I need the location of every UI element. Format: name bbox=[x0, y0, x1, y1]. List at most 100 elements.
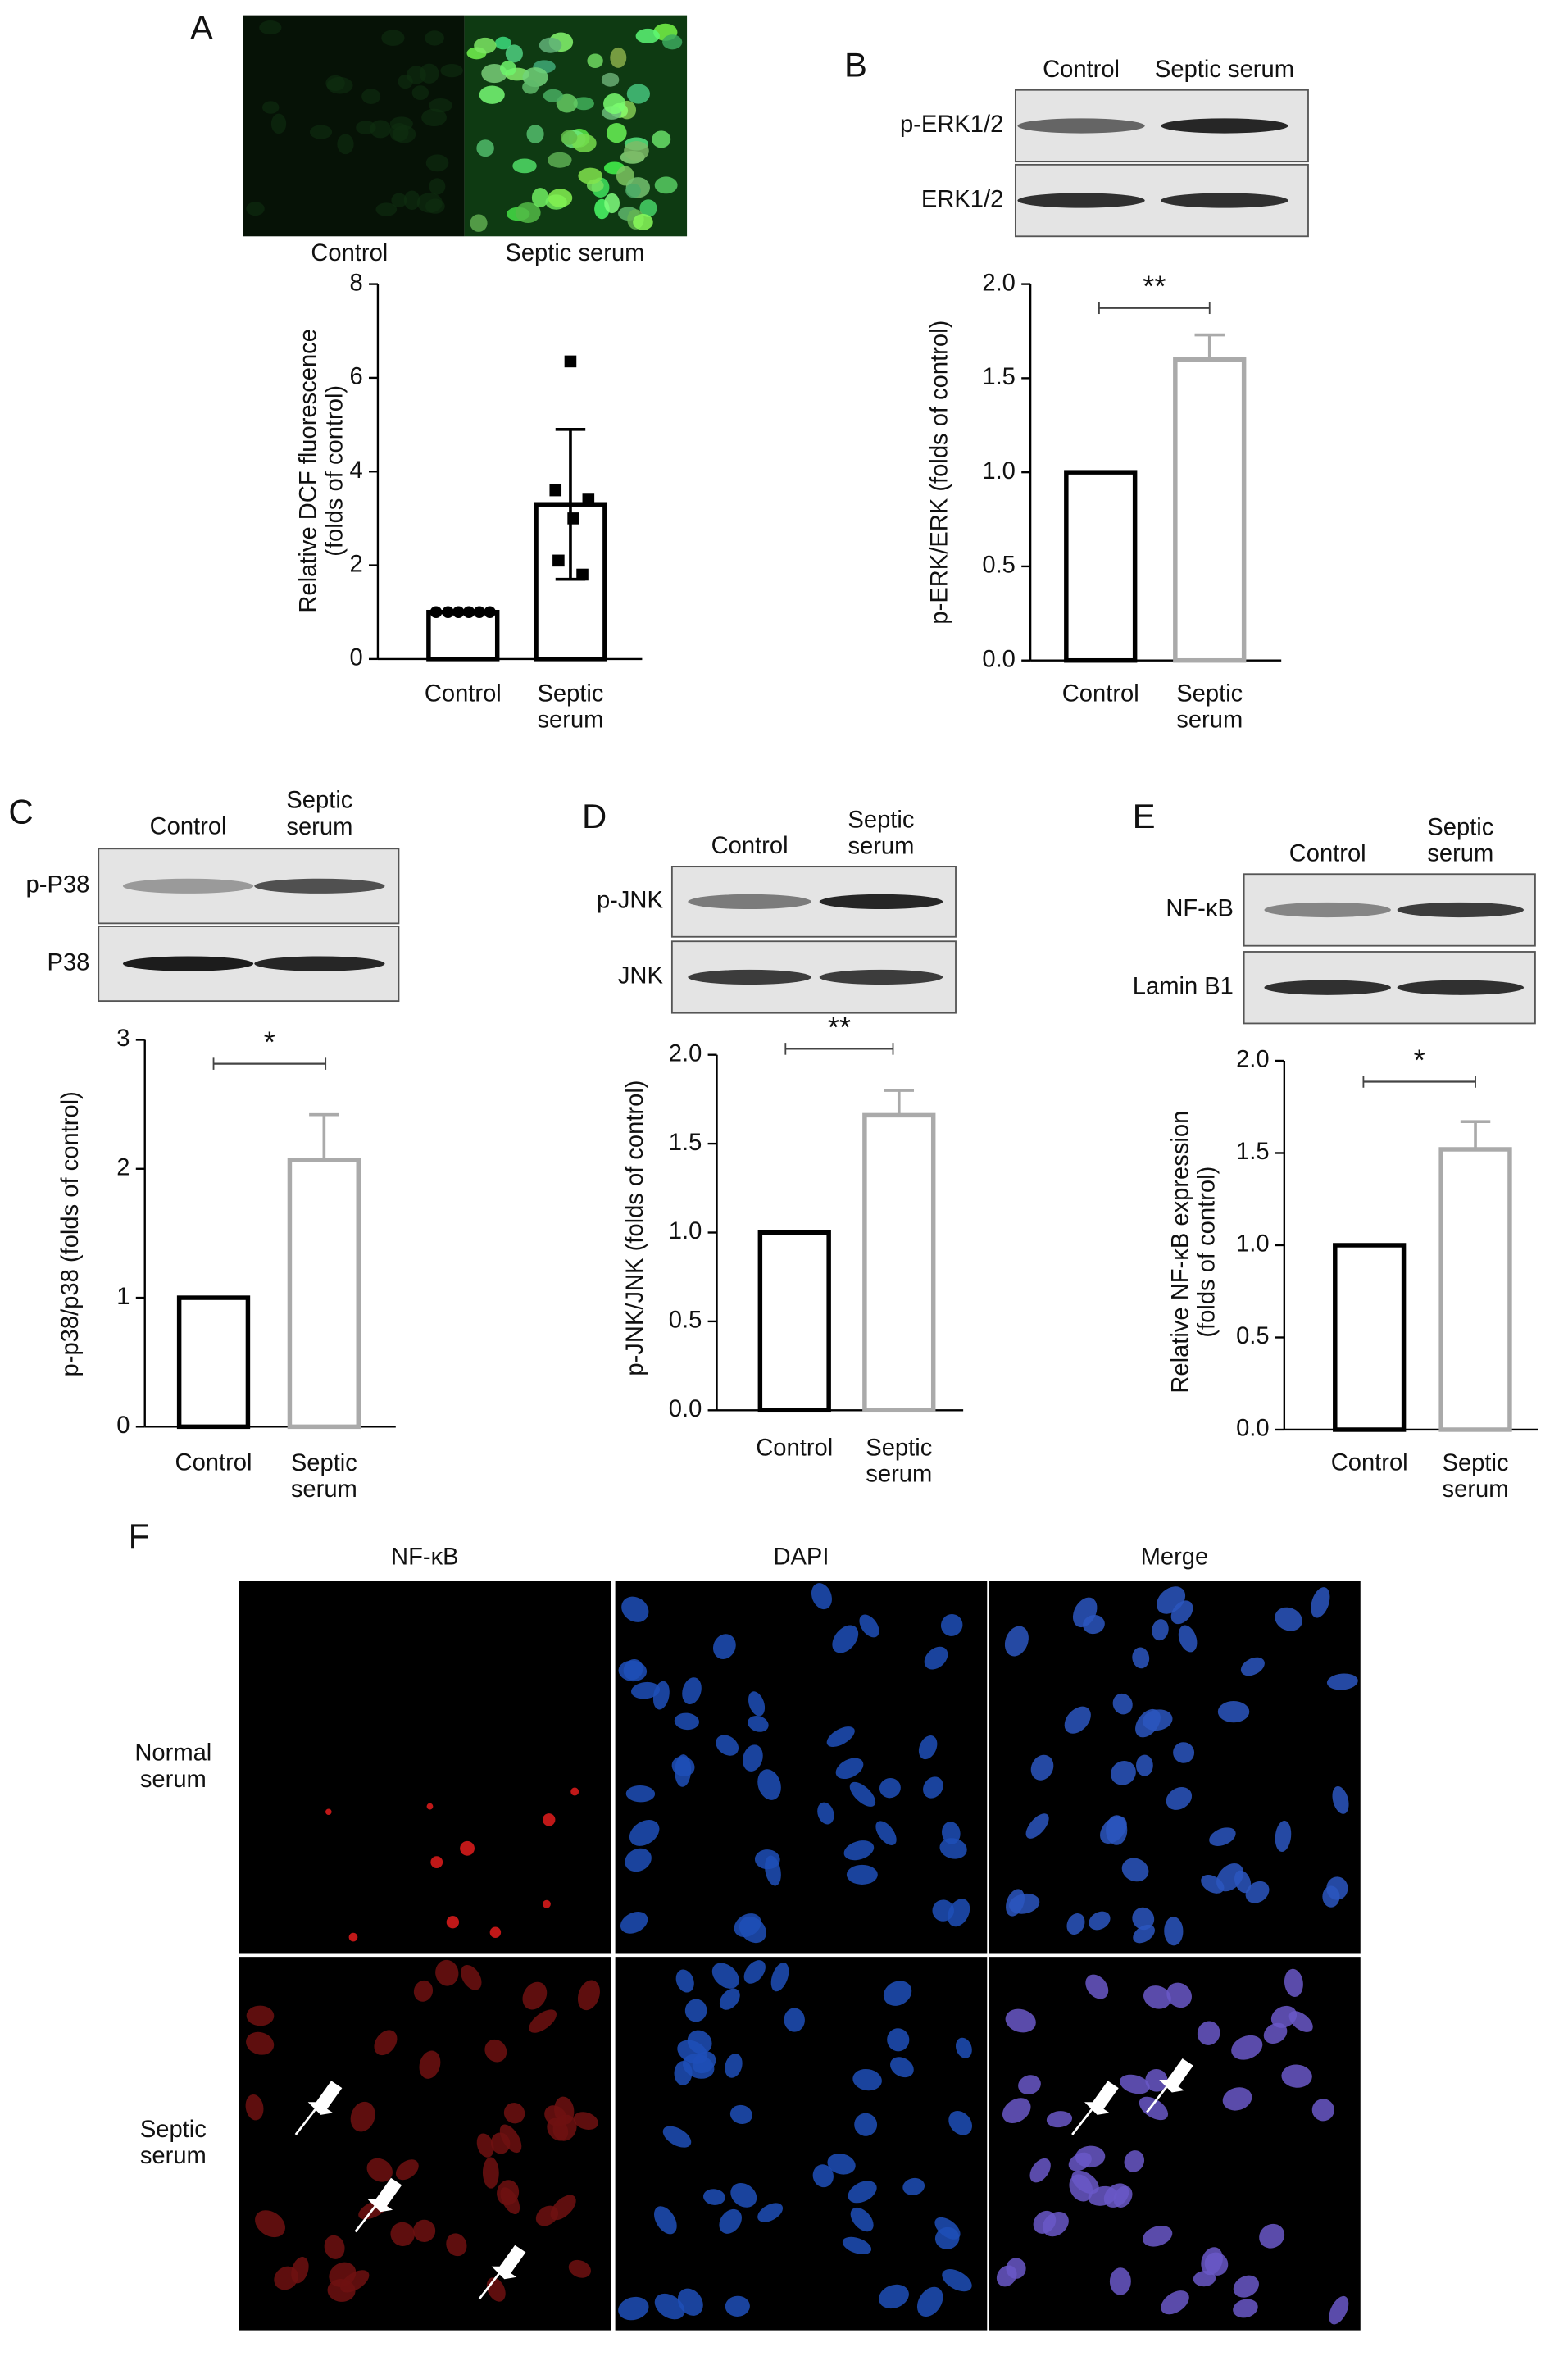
arrow bbox=[478, 2245, 526, 2300]
cell bbox=[548, 152, 572, 168]
nucleus bbox=[1193, 2271, 1216, 2287]
nucleus bbox=[996, 2265, 1017, 2287]
nucleus bbox=[743, 1960, 766, 1984]
nucleus bbox=[1029, 2158, 1051, 2183]
nucleus bbox=[522, 1981, 548, 2010]
y-tick-label: 0 bbox=[350, 645, 363, 671]
nucleus bbox=[350, 2101, 375, 2132]
cell bbox=[246, 202, 265, 216]
cell bbox=[361, 89, 381, 104]
cell bbox=[270, 113, 287, 134]
y-tick-label: 8 bbox=[350, 270, 363, 296]
y-tick-label: 1.0 bbox=[1236, 1231, 1270, 1258]
blot-column-label: Control bbox=[711, 833, 789, 859]
nucleus bbox=[499, 2124, 522, 2154]
nucleus bbox=[547, 2117, 569, 2141]
nucleus bbox=[1161, 2290, 1189, 2315]
x-tick-label: Septic serum bbox=[537, 680, 603, 733]
nucleus bbox=[1217, 1701, 1250, 1723]
nucleus bbox=[620, 1912, 648, 1934]
x-tick-label: Control bbox=[425, 680, 502, 707]
blot-band bbox=[688, 894, 811, 910]
nucleus bbox=[621, 1596, 649, 1622]
y-tick-label: 2.0 bbox=[669, 1040, 702, 1067]
nucleus bbox=[730, 2183, 757, 2208]
nucleus bbox=[1329, 2295, 1349, 2325]
nucleus bbox=[435, 1959, 459, 1986]
cell bbox=[578, 167, 603, 184]
nucleus bbox=[879, 1777, 901, 1799]
bar bbox=[757, 1230, 831, 1413]
nucleus bbox=[748, 1715, 769, 1732]
cell bbox=[411, 85, 429, 101]
nucleus bbox=[529, 2009, 557, 2033]
nucleus bbox=[1259, 2223, 1285, 2249]
nucleus bbox=[916, 2286, 943, 2317]
y-tick-label: 2 bbox=[116, 1154, 130, 1180]
cell bbox=[309, 125, 333, 139]
y-axis-label: Relative DCF fluorescence(folds of contr… bbox=[295, 329, 348, 613]
micrograph bbox=[464, 15, 688, 237]
nucleus bbox=[419, 2050, 441, 2079]
nucleus bbox=[625, 1848, 652, 1872]
nucleus bbox=[883, 1981, 912, 2006]
nucleus bbox=[842, 2236, 872, 2255]
blot-row-label: ERK1/2 bbox=[921, 186, 1003, 212]
nucleus bbox=[1326, 1673, 1358, 1690]
cell bbox=[512, 158, 537, 174]
nucleus bbox=[1166, 1786, 1193, 1810]
nucleus bbox=[1209, 1827, 1236, 1846]
nucleus bbox=[692, 2051, 716, 2074]
y-tick-label: 2.0 bbox=[1236, 1047, 1270, 1073]
cell bbox=[479, 85, 505, 104]
y-tick-label: 0.5 bbox=[982, 553, 1016, 579]
y-tick-label: 3 bbox=[116, 1026, 130, 1052]
nucleus bbox=[716, 1735, 739, 1756]
nucleus bbox=[1143, 1985, 1171, 2009]
cell bbox=[526, 125, 544, 143]
nucleus bbox=[1311, 2099, 1334, 2122]
nucleus bbox=[848, 2181, 877, 2204]
speckle bbox=[446, 1916, 460, 1929]
nucleus bbox=[923, 1776, 943, 1799]
data-point bbox=[484, 606, 496, 619]
panel-label: C bbox=[8, 792, 33, 830]
nucleus bbox=[854, 2113, 878, 2136]
nucleus bbox=[374, 2030, 398, 2056]
nucleus bbox=[890, 2057, 914, 2078]
nucleus bbox=[902, 2177, 925, 2195]
speckle bbox=[542, 1899, 551, 1908]
blot-column-label: Septic serum bbox=[848, 807, 914, 859]
speckle bbox=[325, 1808, 332, 1816]
nucleus bbox=[711, 1963, 739, 1989]
nucleus bbox=[1075, 2145, 1106, 2168]
blot-band bbox=[1397, 980, 1525, 995]
data-point bbox=[429, 606, 443, 619]
nucleus bbox=[940, 1614, 963, 1636]
blot-column-label: Control bbox=[150, 813, 227, 839]
cell bbox=[515, 202, 541, 223]
cell bbox=[654, 176, 678, 194]
cell bbox=[606, 123, 627, 143]
bar bbox=[1333, 1243, 1407, 1432]
nucleus bbox=[1139, 2096, 1169, 2121]
nucleus bbox=[879, 2284, 909, 2309]
micrograph bbox=[239, 1581, 611, 1954]
nucleus bbox=[654, 2293, 685, 2320]
nucleus bbox=[955, 2037, 972, 2058]
nucleus bbox=[1231, 2035, 1263, 2060]
y-tick-label: 1.5 bbox=[1236, 1139, 1270, 1165]
nucleus bbox=[948, 1899, 970, 1927]
nucleus bbox=[675, 1969, 694, 1993]
nucleus bbox=[1234, 1870, 1252, 1894]
blot-band bbox=[1017, 193, 1145, 208]
cell bbox=[626, 84, 650, 104]
nucleus bbox=[932, 1899, 954, 1922]
nucleus bbox=[390, 2222, 415, 2246]
nucleus bbox=[629, 1820, 660, 1846]
nucleus bbox=[1085, 1974, 1109, 1999]
cell bbox=[421, 108, 447, 127]
nucleus bbox=[934, 2217, 961, 2240]
panel-label: B bbox=[844, 45, 867, 84]
cell bbox=[624, 141, 649, 161]
